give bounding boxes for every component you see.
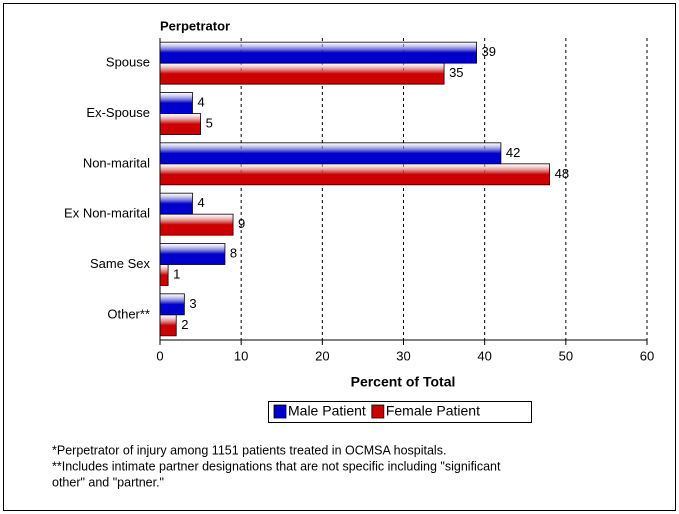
bar (159, 243, 226, 265)
data-label: 35 (449, 65, 463, 80)
data-label: 4 (197, 195, 204, 210)
data-label: 48 (555, 166, 569, 181)
bar (159, 293, 185, 316)
data-label: 5 (206, 115, 213, 130)
footnote: *Perpetrator of injury among 1151 patien… (52, 443, 446, 457)
bar (159, 213, 234, 236)
bar (159, 142, 502, 165)
y-tick-label: Ex-Spouse (86, 105, 150, 120)
bar (159, 62, 445, 85)
legend: Male Patient Female Patient (268, 401, 532, 423)
frame (3, 3, 676, 511)
data-label: 2 (181, 317, 188, 332)
bar (159, 264, 169, 286)
y-tick-label: Other** (107, 306, 150, 321)
bar (159, 314, 177, 337)
x-axis-label: Percent of Total (351, 374, 456, 390)
legend-swatch (273, 404, 287, 419)
x-tick-label: 0 (156, 348, 163, 363)
x-tick-label: 10 (234, 348, 248, 363)
x-tick-label: 20 (315, 348, 329, 363)
y-tick-label: Same Sex (90, 256, 150, 271)
data-label: 9 (238, 216, 245, 231)
y-tick-label: Ex Non-marital (64, 206, 150, 221)
data-label: 39 (482, 44, 496, 59)
data-label: 1 (173, 266, 180, 281)
chart-title: Perpetrator (160, 18, 230, 33)
data-label: 8 (230, 245, 237, 260)
legend-label: Male Patient (288, 403, 366, 419)
x-tick-label: 50 (559, 348, 573, 363)
data-label: 3 (189, 296, 196, 311)
y-tick-label: Non-marital (83, 155, 150, 170)
data-label: 4 (197, 94, 204, 109)
x-tick-label: 60 (640, 348, 654, 363)
bar (159, 192, 193, 215)
x-tick-label: 40 (477, 348, 491, 363)
bar (159, 113, 201, 135)
y-tick-label: Spouse (106, 55, 150, 70)
bar (159, 163, 551, 186)
footnote: other" and "partner." (52, 475, 164, 489)
x-tick-label: 30 (396, 348, 410, 363)
bar (159, 41, 477, 64)
legend-label: Female Patient (386, 403, 480, 419)
data-label: 42 (506, 145, 520, 160)
footnote: **Includes intimate partner designations… (52, 459, 501, 473)
legend-swatch (371, 404, 385, 419)
bar (159, 92, 193, 114)
legend-box (268, 401, 532, 423)
